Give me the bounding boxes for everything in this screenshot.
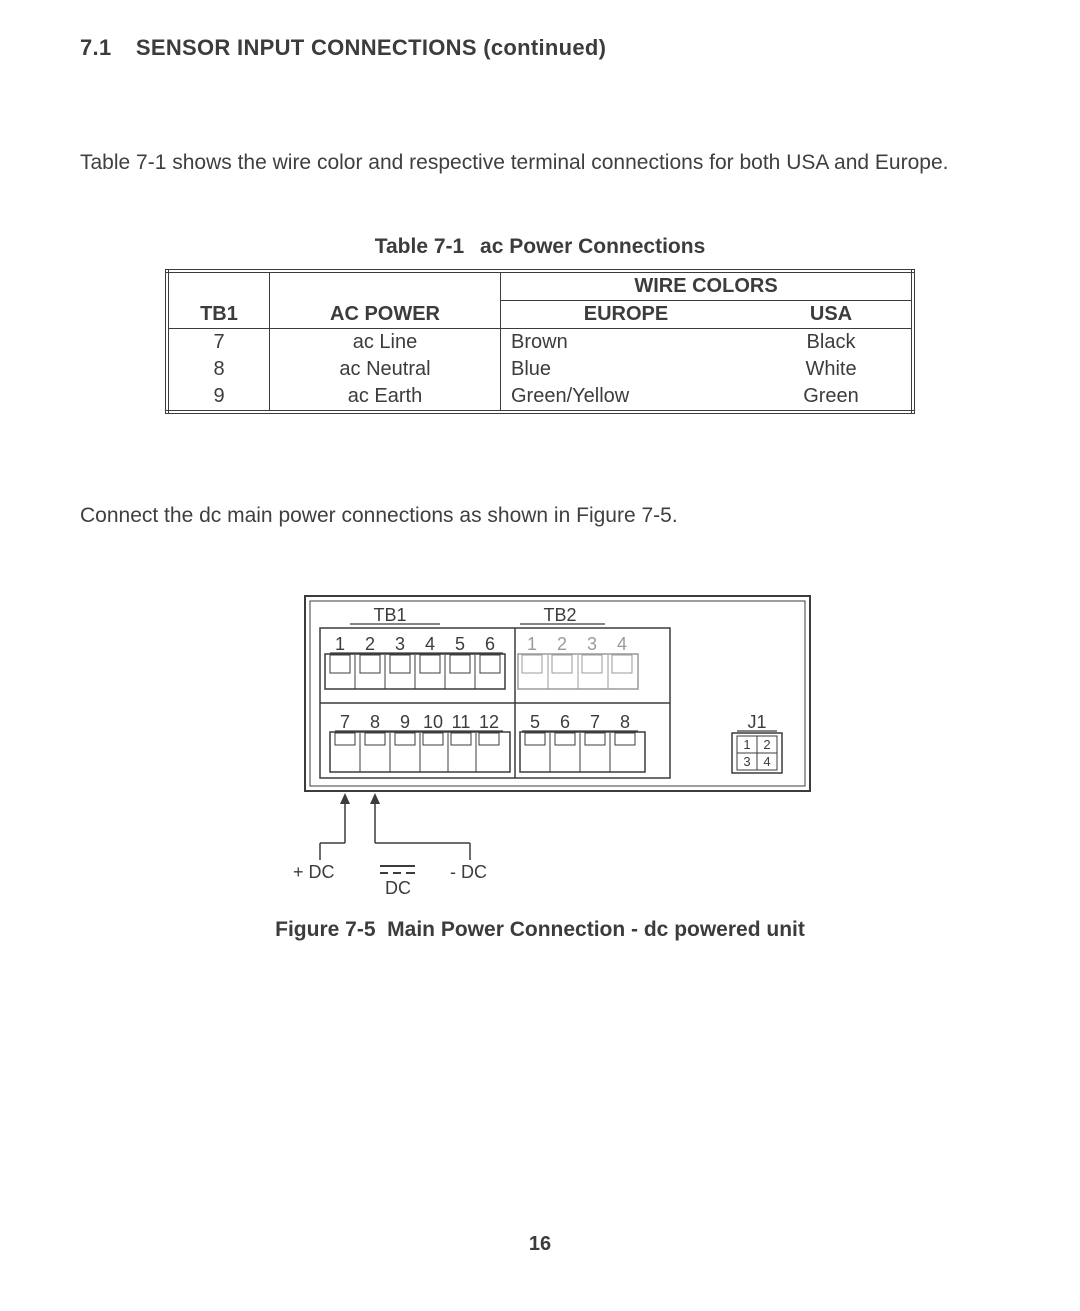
tb2-label: TB2 <box>543 605 576 625</box>
terminal-number: 12 <box>479 712 499 732</box>
figure-caption-title: Main Power Connection - dc powered unit <box>387 918 805 941</box>
terminal-number: 3 <box>587 634 597 654</box>
section-heading: 7.1 SENSOR INPUT CONNECTIONS (continued) <box>80 35 1000 61</box>
plus-dc-label: + DC <box>293 862 335 882</box>
table-cell: ac Line <box>270 329 501 357</box>
section-title: SENSOR INPUT CONNECTIONS (continued) <box>136 35 606 60</box>
table-cell: Green <box>751 383 913 412</box>
table-cell: Brown <box>501 329 752 357</box>
terminal-number: 6 <box>485 634 495 654</box>
body-paragraph: Connect the dc main power connections as… <box>80 504 1000 528</box>
table-cell: Blue <box>501 356 752 383</box>
table-cell: Black <box>751 329 913 357</box>
terminal-number: 4 <box>425 634 435 654</box>
terminal-number: 1 <box>527 634 537 654</box>
table-cell: 9 <box>167 383 270 412</box>
terminal-number: 5 <box>455 634 465 654</box>
terminal-number: 3 <box>395 634 405 654</box>
table-caption-prefix: Table 7-1 <box>375 235 464 258</box>
terminal-number: 1 <box>335 634 345 654</box>
terminal-number: 2 <box>365 634 375 654</box>
minus-dc-label: - DC <box>450 862 487 882</box>
figure-7-5: TB1 TB2 1 2 3 4 5 6 1 2 <box>80 588 1000 942</box>
intro-paragraph: Table 7-1 shows the wire color and respe… <box>80 151 1000 175</box>
j1-label: J1 <box>747 712 766 732</box>
section-number: 7.1 <box>80 35 111 60</box>
table-caption-title: ac Power Connections <box>480 235 705 258</box>
table-row: 8 ac Neutral Blue White <box>167 356 913 383</box>
terminal-number: 8 <box>370 712 380 732</box>
table-cell: ac Earth <box>270 383 501 412</box>
j1-pin: 3 <box>743 754 750 769</box>
table-header-europe: EUROPE <box>501 301 752 329</box>
table-row: WIRE COLORS <box>167 271 913 301</box>
connection-diagram: TB1 TB2 1 2 3 4 5 6 1 2 <box>260 588 820 898</box>
table-header-blank <box>270 271 501 301</box>
table-cell: ac Neutral <box>270 356 501 383</box>
terminal-number: 7 <box>590 712 600 732</box>
page-number: 16 <box>0 1233 1080 1256</box>
terminal-number: 5 <box>530 712 540 732</box>
ac-power-table: WIRE COLORS TB1 AC POWER EUROPE USA 7 ac… <box>165 269 915 414</box>
terminal-number: 4 <box>617 634 627 654</box>
j1-pin: 2 <box>763 737 770 752</box>
table-header-blank <box>167 271 270 301</box>
tb1-label: TB1 <box>373 605 406 625</box>
terminal-number: 2 <box>557 634 567 654</box>
j1-pin: 4 <box>763 754 770 769</box>
table-header-wirecolors: WIRE COLORS <box>501 271 914 301</box>
table-header-tb1: TB1 <box>167 301 270 329</box>
table-cell: White <box>751 356 913 383</box>
terminal-number: 8 <box>620 712 630 732</box>
table-cell: Green/Yellow <box>501 383 752 412</box>
dc-symbol-label: DC <box>385 878 411 898</box>
terminal-number: 10 <box>423 712 443 732</box>
table-cell: 7 <box>167 329 270 357</box>
table-cell: 8 <box>167 356 270 383</box>
j1-pin: 1 <box>743 737 750 752</box>
terminal-number: 7 <box>340 712 350 732</box>
figure-caption-prefix: Figure 7-5 <box>275 918 375 941</box>
table-row: 7 ac Line Brown Black <box>167 329 913 357</box>
document-page: 7.1 SENSOR INPUT CONNECTIONS (continued)… <box>0 0 1080 1311</box>
table-row: 9 ac Earth Green/Yellow Green <box>167 383 913 412</box>
table-header-acpower: AC POWER <box>270 301 501 329</box>
terminal-number: 6 <box>560 712 570 732</box>
figure-caption: Figure 7-5 Main Power Connection - dc po… <box>80 918 1000 942</box>
terminal-number: 9 <box>400 712 410 732</box>
table-row: TB1 AC POWER EUROPE USA <box>167 301 913 329</box>
table-caption: Table 7-1 ac Power Connections <box>80 235 1000 259</box>
terminal-number: 11 <box>452 712 471 732</box>
table-header-usa: USA <box>751 301 913 329</box>
